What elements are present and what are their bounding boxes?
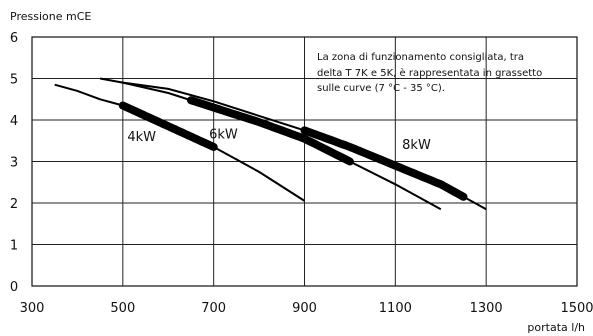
plot-frame xyxy=(31,36,578,287)
x-tick-label: 1500 xyxy=(560,301,593,316)
x-tick-label: 1300 xyxy=(470,301,503,316)
x-tick-label: 900 xyxy=(292,301,317,316)
y-tick-label: 5 xyxy=(10,73,18,88)
series-bold-range xyxy=(300,126,468,201)
x-tick-label: 700 xyxy=(201,301,226,316)
labels-group: 4kW 6kW 8kW xyxy=(127,128,431,153)
y-tick-label: 1 xyxy=(10,239,18,254)
y-tick-label: 2 xyxy=(10,197,18,212)
y-axis-label: Pressione mCE xyxy=(10,10,91,23)
curve-label: 8kW xyxy=(402,138,431,153)
axes: 300 500 700 900 1100 1300 1500 0 1 2 3 4 5 6 xyxy=(10,31,593,316)
x-tick-label: 300 xyxy=(20,301,45,316)
x-tick-label: 500 xyxy=(110,301,135,316)
y-tick-label: 3 xyxy=(10,156,18,171)
curve-label: 4kW xyxy=(127,130,156,145)
annotation-line-2: delta T 7K e 5K, è rappresentata in gras… xyxy=(317,67,542,79)
y-tick-label: 4 xyxy=(10,114,18,129)
series-group xyxy=(54,77,487,211)
annotation-box: La zona di funzionamento consigliata, tr… xyxy=(317,52,542,94)
annotation-line-1: La zona di funzionamento consigliata, tr… xyxy=(317,52,524,63)
series-bold-range xyxy=(118,101,218,151)
series-line xyxy=(54,83,306,202)
curve-label: 6kW xyxy=(209,128,238,143)
annotation-line-3: sulle curve (7 °C - 35 °C). xyxy=(317,83,445,94)
x-tick-label: 1100 xyxy=(379,301,412,316)
series-bold-range xyxy=(187,96,354,166)
x-axis-label: portata l/h xyxy=(527,321,585,334)
y-tick-label: 0 xyxy=(10,280,18,295)
y-tick-label: 6 xyxy=(10,31,18,46)
